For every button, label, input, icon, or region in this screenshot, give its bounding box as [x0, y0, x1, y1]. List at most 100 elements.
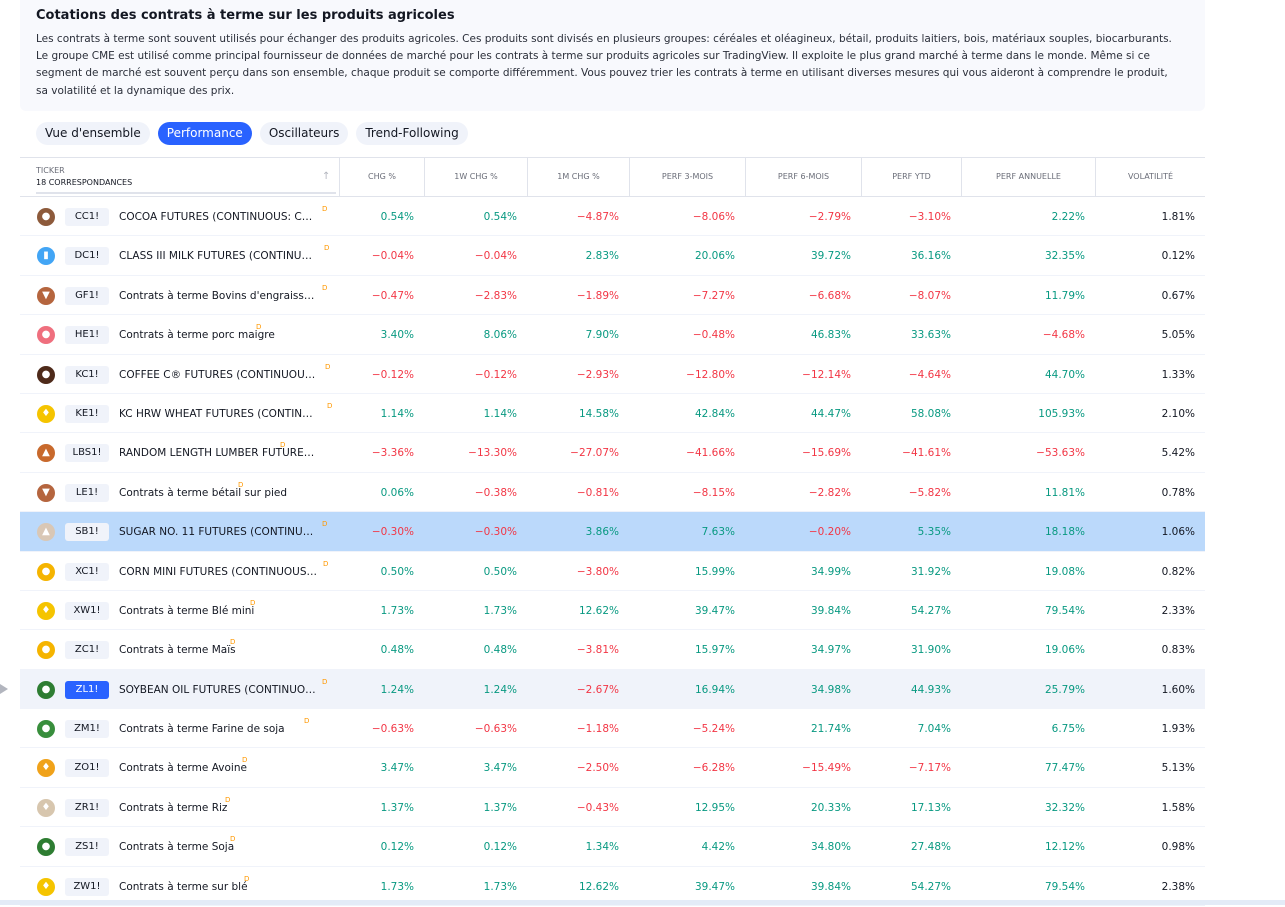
value-cell: 1.60% — [1161, 683, 1195, 696]
tab-trend-following[interactable]: Trend-Following — [356, 122, 468, 145]
contract-name[interactable]: SOYBEAN OIL FUTURES (CONTINUOUS: … — [119, 683, 319, 696]
value-cell: −7.17% — [908, 762, 951, 775]
column-header-volatility[interactable]: VOLATILITÉ — [1095, 158, 1205, 196]
table-row[interactable]: ▼ GF1! Contrats à terme Bovins d'engraisse… — [20, 276, 1205, 316]
table-row[interactable]: ♦ KE1! KC HRW WHEAT FUTURES (CONTINUOU… D 1.… — [20, 394, 1205, 434]
delayed-data-marker: D — [325, 362, 331, 371]
contract-name[interactable]: KC HRW WHEAT FUTURES (CONTINUOU… — [119, 407, 319, 420]
value-cell: 3.47% — [380, 762, 414, 775]
ticker-badge[interactable]: CC1! — [65, 208, 109, 226]
contract-name[interactable]: Contrats à terme bétail sur pied — [119, 486, 288, 499]
sort-arrow-icon[interactable]: ↑ — [322, 171, 331, 182]
column-header-perf-3m[interactable]: PERF 3-MOIS — [629, 158, 745, 196]
table-row[interactable]: ● CC1! COCOA FUTURES (CONTINUOUS: CURR… D 0.… — [20, 197, 1205, 237]
table-row[interactable]: ● ZC1! Contrats à terme Maïs D 0.48% 0.48% −3.… — [20, 630, 1205, 670]
column-header-1m-chg[interactable]: 1M CHG % — [527, 158, 629, 196]
value-cell: −2.50% — [576, 762, 619, 775]
value-cell: 19.08% — [1044, 565, 1085, 578]
value-cell: 0.50% — [483, 565, 517, 578]
ticker-badge[interactable]: HE1! — [65, 326, 109, 345]
ticker-badge[interactable]: DC1! — [65, 247, 109, 266]
ticker-badge[interactable]: ZL1! — [65, 680, 109, 699]
table-row[interactable]: ● XC1! CORN MINI FUTURES (CONTINUOUS: C… D 0… — [20, 552, 1205, 591]
value-cell: 1.81% — [1161, 211, 1195, 223]
table-row[interactable]: ▲ SB1! SUGAR NO. 11 FUTURES (CONTINUOUS… D −… — [20, 512, 1205, 552]
contract-name[interactable]: Contrats à terme porc maigre — [119, 329, 275, 342]
contract-name[interactable]: Contrats à terme Blé mini — [119, 604, 255, 617]
ticker-column-header[interactable]: TICKER 18 CORRESPONDANCES ↑ — [20, 158, 339, 196]
ticker-badge[interactable]: ZR1! — [65, 798, 109, 817]
value-cell: 34.99% — [810, 565, 851, 578]
value-cell: 39.47% — [694, 604, 735, 617]
table-row[interactable]: ▲ LBS1! RANDOM LENGTH LUMBER FUTURES (C… D −… — [20, 433, 1205, 473]
column-header-perf-6m[interactable]: PERF 6-MOIS — [745, 158, 861, 196]
contract-name[interactable]: COCOA FUTURES (CONTINUOUS: CURR… — [119, 211, 319, 223]
table-row[interactable]: ● HE1! Contrats à terme porc maigre D 3.40% 8… — [20, 315, 1205, 355]
ticker-badge[interactable]: XC1! — [65, 562, 109, 581]
tab-performance[interactable]: Performance — [157, 122, 252, 145]
column-header-perf-annual[interactable]: PERF ANNUELLE — [961, 158, 1095, 196]
value-cell: 39.84% — [810, 604, 851, 617]
futures-table: TICKER 18 CORRESPONDANCES ↑ CHG % 1W CHG… — [0, 157, 1205, 907]
value-cell: 8.06% — [483, 329, 517, 342]
contract-name[interactable]: Contrats à terme Maïs — [119, 644, 236, 657]
tab-overview[interactable]: Vue d'ensemble — [36, 122, 150, 145]
ticker-badge[interactable]: ZW1! — [65, 877, 109, 896]
table-row[interactable]: ▼ LE1! Contrats à terme bétail sur pied D 0.… — [20, 473, 1205, 513]
table-row[interactable]: ● KC1! COFFEE C® FUTURES (CONTINUOUS: C… D −… — [20, 355, 1205, 394]
contract-name[interactable]: RANDOM LENGTH LUMBER FUTURES (C… — [119, 447, 319, 460]
table-row[interactable]: ▮ DC1! CLASS III MILK FUTURES (CONTINUOUS…… — [20, 236, 1205, 276]
contract-name[interactable]: CORN MINI FUTURES (CONTINUOUS: C… — [119, 565, 319, 578]
ticker-badge[interactable]: XW1! — [65, 601, 109, 620]
contract-name[interactable]: Contrats à terme Riz — [119, 801, 228, 814]
rice-icon: ♦ — [37, 798, 55, 817]
value-cell: 42.84% — [694, 407, 735, 420]
contract-name[interactable]: CLASS III MILK FUTURES (CONTINUOUS… — [119, 250, 319, 263]
cattle-icon: ▼ — [37, 483, 55, 502]
contract-name[interactable]: Contrats à terme Avoine — [119, 762, 247, 775]
value-cell: −8.15% — [692, 486, 735, 499]
ticker-badge[interactable]: LBS1! — [65, 444, 109, 463]
column-header-chg[interactable]: CHG % — [339, 158, 424, 196]
value-cell: −0.30% — [371, 526, 414, 539]
contract-name[interactable]: Contrats à terme Farine de soja — [119, 723, 285, 736]
ticker-badge[interactable]: ZM1! — [65, 720, 109, 739]
contract-name[interactable]: Contrats à terme Soja — [119, 841, 235, 854]
value-cell: 0.83% — [1161, 644, 1195, 657]
ticker-badge[interactable]: SB1! — [65, 523, 109, 542]
value-cell: −7.27% — [692, 289, 735, 302]
ticker-badge[interactable]: LE1! — [65, 483, 109, 502]
soybean-icon: ● — [37, 838, 55, 857]
value-cell: −13.30% — [468, 447, 517, 460]
ticker-badge[interactable]: ZS1! — [65, 838, 109, 857]
value-cell: 0.98% — [1161, 841, 1195, 854]
value-cell: 31.92% — [910, 565, 951, 578]
table-row[interactable]: ♦ ZO1! Contrats à terme Avoine D 3.47% 3.47% −… — [20, 748, 1205, 788]
table-row[interactable]: ♦ ZR1! Contrats à terme Riz D 1.37% 1.37% −0.4… — [20, 788, 1205, 828]
ticker-badge[interactable]: ZO1! — [65, 759, 109, 778]
contract-name[interactable]: SUGAR NO. 11 FUTURES (CONTINUOUS… — [119, 526, 319, 539]
ticker-badge[interactable]: KE1! — [65, 404, 109, 423]
value-cell: 11.79% — [1044, 289, 1085, 302]
ticker-badge[interactable]: KC1! — [65, 365, 109, 384]
table-row[interactable]: ● ZM1! Contrats à terme Farine de soja D −0.… — [20, 709, 1205, 749]
flag-icon[interactable] — [0, 683, 8, 694]
delayed-data-marker: D — [322, 205, 328, 213]
table-row[interactable]: ● ZL1! SOYBEAN OIL FUTURES (CONTINUOUS: … D… — [0, 669, 1205, 710]
contract-name[interactable]: COFFEE C® FUTURES (CONTINUOUS: C… — [119, 368, 319, 381]
contract-name[interactable]: Contrats à terme Bovins d'engraisseme… — [119, 289, 319, 302]
value-cell: 34.98% — [810, 683, 851, 696]
column-header-1w-chg[interactable]: 1W CHG % — [424, 158, 527, 196]
value-cell: 46.83% — [810, 329, 851, 342]
delayed-data-marker: D — [250, 598, 256, 607]
table-row[interactable]: ♦ XW1! Contrats à terme Blé mini D 1.73% 1.73… — [20, 591, 1205, 631]
match-count: 18 CORRESPONDANCES — [36, 178, 133, 187]
ticker-badge[interactable]: ZC1! — [65, 641, 109, 660]
column-header-perf-ytd[interactable]: PERF YTD — [861, 158, 961, 196]
value-cell: 0.54% — [483, 211, 517, 223]
tab-oscillators[interactable]: Oscillateurs — [259, 122, 349, 145]
ticker-badge[interactable]: GF1! — [65, 286, 109, 305]
value-cell: 6.75% — [1051, 723, 1085, 736]
table-row[interactable]: ● ZS1! Contrats à terme Soja D 0.12% 0.12% 1.3… — [20, 827, 1205, 867]
value-cell: −0.38% — [474, 486, 517, 499]
